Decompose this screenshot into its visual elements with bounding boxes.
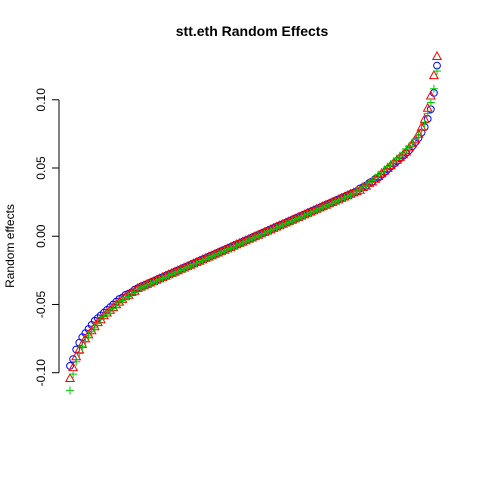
data-point — [428, 69, 439, 80]
data-point — [411, 135, 420, 144]
data-point — [417, 125, 426, 134]
data-point — [388, 157, 399, 167]
data-point — [87, 327, 96, 336]
data-point — [84, 331, 93, 340]
data-point — [423, 109, 432, 118]
y-tick-label: -0.10 — [34, 359, 48, 387]
data-point — [426, 98, 435, 107]
data-point — [414, 131, 423, 140]
y-tick-label: 0.10 — [34, 88, 48, 112]
data-point — [385, 160, 396, 170]
data-point — [69, 370, 78, 379]
plot-points — [64, 50, 443, 395]
y-tick-label: -0.05 — [34, 290, 48, 318]
y-tick-label: 0.00 — [34, 224, 48, 248]
data-point — [408, 139, 417, 148]
y-tick-label: 0.05 — [34, 156, 48, 180]
data-point — [90, 323, 99, 332]
data-point — [382, 162, 393, 172]
data-point — [64, 372, 76, 382]
data-point — [433, 67, 441, 76]
data-point — [394, 151, 406, 161]
data-point — [379, 165, 390, 175]
data-point — [399, 149, 408, 157]
data-point — [367, 176, 378, 186]
data-point — [429, 84, 438, 93]
y-axis-label: Random effects — [3, 204, 17, 288]
data-point — [66, 386, 74, 395]
data-point — [75, 349, 84, 358]
data-point — [72, 357, 81, 366]
data-point — [391, 154, 402, 164]
data-point — [81, 337, 90, 346]
chart-title: stt.eth Random Effects — [176, 23, 329, 39]
data-point — [78, 342, 87, 351]
data-point — [370, 173, 381, 183]
data-point — [398, 149, 409, 159]
data-point — [420, 119, 429, 127]
data-point — [93, 319, 102, 328]
data-point — [431, 50, 443, 60]
data-point — [376, 168, 387, 178]
y-axis: -0.10 -0.05 0.00 0.05 0.10 — [34, 88, 60, 387]
data-point — [373, 170, 384, 180]
